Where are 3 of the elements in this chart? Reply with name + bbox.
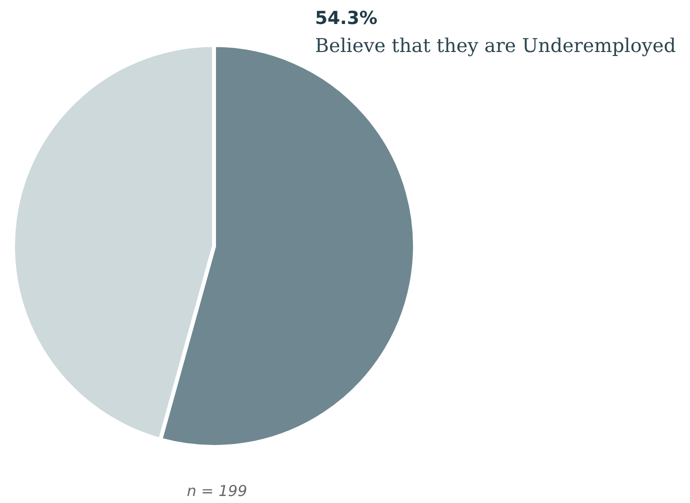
slice-label: Believe that they are Underemployed — [315, 35, 676, 57]
text: n = 199 — [186, 482, 248, 500]
data-label: 54.3% — [315, 8, 378, 29]
